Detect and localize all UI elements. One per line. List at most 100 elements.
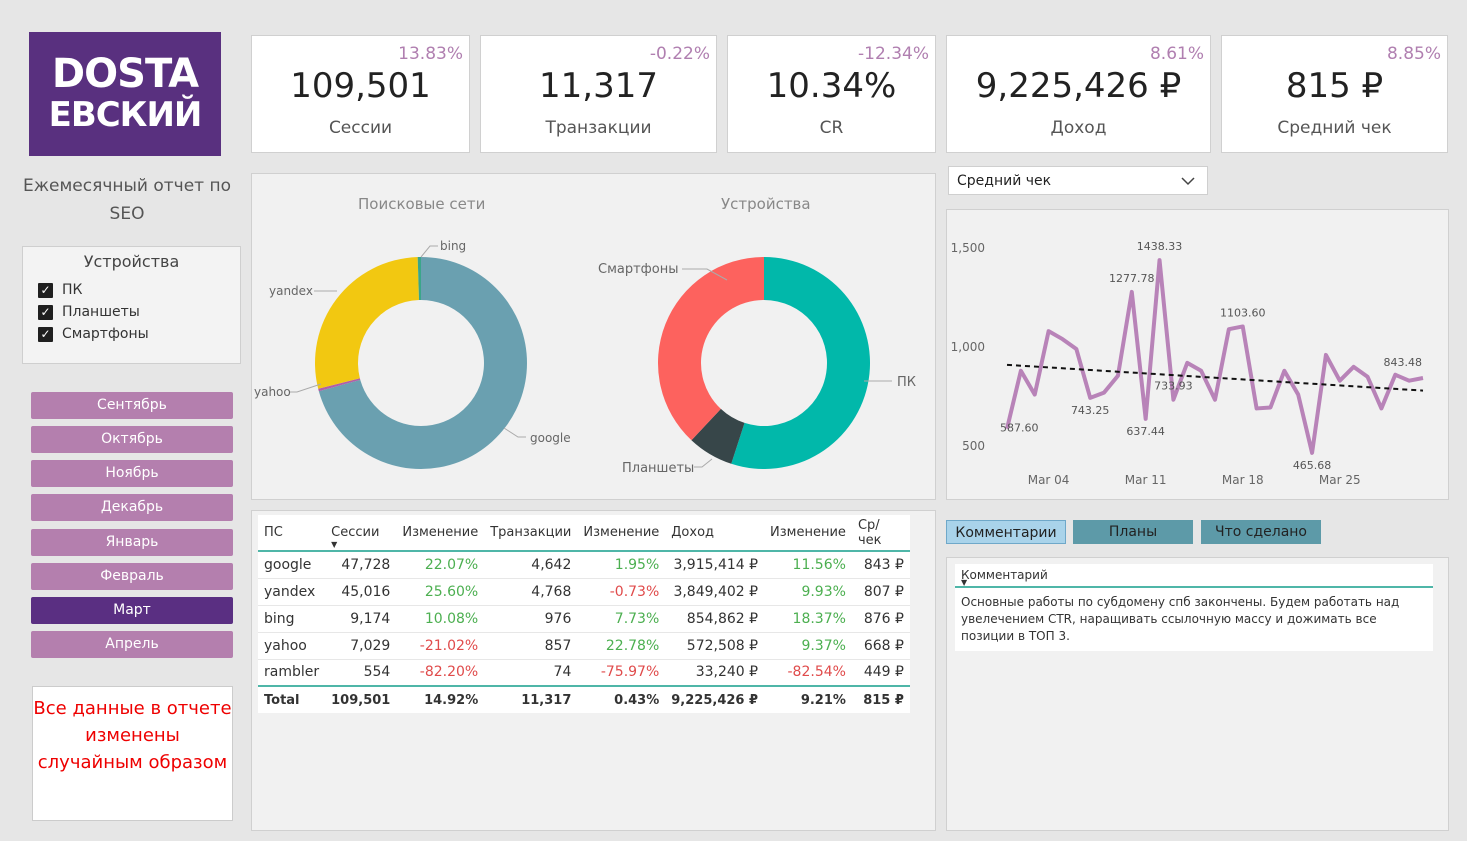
device-slicer: Устройства ✓ ПК ✓ Планшеты ✓ Смартфоны: [22, 246, 241, 364]
y-tick-label: 1,000: [951, 340, 985, 354]
cell-change: 22.07%: [396, 551, 485, 579]
col-header-transactions[interactable]: Транзакции: [484, 515, 578, 552]
donut-charts-svg: bing yandex yahoo google Смартфоны ПК Пл…: [254, 239, 916, 476]
y-tick-label: 1,500: [951, 241, 985, 255]
col-header-ps[interactable]: ПС: [258, 515, 326, 552]
table-row: yahoo 7,029 -21.02% 857 22.78% 572,508 ₽…: [258, 632, 910, 660]
col-header-sessions[interactable]: Сессии ▼: [325, 515, 397, 552]
cell-change: 9.37%: [764, 632, 852, 660]
tab-done[interactable]: Что сделано: [1201, 520, 1321, 544]
col-header-change-transactions[interactable]: Изменение: [577, 515, 666, 552]
device-option-tablets[interactable]: ✓ Планшеты: [23, 301, 240, 323]
cell-sessions: 9,174: [325, 605, 397, 633]
month-button-october[interactable]: Октябрь: [31, 426, 233, 453]
col-header-avg-check[interactable]: Ср/ чек: [851, 515, 910, 552]
kpi-card-transactions: -0.22% 11,317 Транзакции: [480, 35, 717, 153]
cell-sessions: 47,728: [325, 551, 397, 579]
data-label: 733.93: [1154, 380, 1193, 393]
month-button-december[interactable]: Декабрь: [31, 494, 233, 521]
month-button-february[interactable]: Февраль: [31, 563, 233, 590]
month-button-september[interactable]: Сентябрь: [31, 392, 233, 419]
devices-slice-Смартфоны: [658, 257, 764, 441]
cell-revenue: 854,862 ₽: [665, 605, 765, 633]
leader-line-smartphones: [682, 268, 728, 281]
checkbox-checked-icon[interactable]: ✓: [38, 326, 53, 342]
cell-change: -82.20%: [396, 659, 485, 687]
donut-search-chart: [315, 257, 527, 469]
col-header-revenue[interactable]: Доход: [665, 515, 765, 552]
logo-line2: ЕВСКИЙ: [48, 95, 203, 135]
series-line-avg-check: [1005, 258, 1424, 455]
donut-label-tablets: Планшеты: [622, 461, 694, 476]
cell-revenue: 3,915,414 ₽: [665, 551, 765, 579]
devices-slice-Планшеты: [691, 408, 745, 464]
cell-sessions: 45,016: [325, 578, 397, 606]
checkbox-checked-icon[interactable]: ✓: [38, 282, 53, 298]
cell-transactions: 74: [484, 659, 578, 687]
kpi-value: 10.34%: [766, 66, 897, 106]
report-subtitle: Ежемесячный отчет по SEO: [22, 176, 232, 224]
cell-change: 10.08%: [396, 605, 485, 633]
search-slice-google: [318, 257, 527, 469]
month-button-january[interactable]: Январь: [31, 529, 233, 556]
cell-transactions: 4,642: [484, 551, 578, 579]
cell-revenue: 3,849,402 ₽: [665, 578, 765, 606]
cell-revenue: 9,225,426 ₽: [665, 685, 765, 713]
cell-avg-check: 843 ₽: [851, 551, 910, 579]
search-slice-yandex: [315, 257, 420, 389]
data-label: 1438.33: [1137, 240, 1183, 253]
kpi-label: CR: [819, 118, 844, 138]
data-label: 843.48: [1384, 356, 1423, 369]
cell-change: 14.92%: [396, 685, 485, 713]
cell-change: 18.37%: [764, 605, 852, 633]
cell-ps: yandex: [258, 578, 326, 606]
table-row: yandex 45,016 25.60% 4,768 -0.73% 3,849,…: [258, 578, 910, 606]
cell-change: 9.21%: [764, 685, 852, 713]
cell-ps: yahoo: [258, 632, 326, 660]
donut-panel: Поисковые сети Устройства bing yandex ya…: [251, 173, 936, 500]
x-tick-label: Mar 04: [1028, 473, 1070, 487]
data-label: 743.25: [1071, 404, 1110, 417]
kpi-card-avg-check: 8.85% 815 ₽ Средний чек: [1221, 35, 1448, 153]
kpi-value: 11,317: [539, 66, 658, 106]
cell-sessions: 7,029: [325, 632, 397, 660]
kpi-card-revenue: 8.61% 9,225,426 ₽ Доход: [946, 35, 1211, 153]
cell-change: -21.02%: [396, 632, 485, 660]
col-header-change-sessions[interactable]: Изменение: [396, 515, 485, 552]
metric-dropdown[interactable]: Средний чек: [948, 166, 1208, 195]
line-chart-svg: 500 1,000 1,500 Mar 04 Mar 11 Mar 18 Mar 25 587…: [951, 240, 1424, 487]
donut-label-google: google: [530, 431, 571, 445]
y-tick-label: 500: [962, 439, 985, 453]
tab-plans[interactable]: Планы: [1073, 520, 1193, 544]
checkbox-checked-icon[interactable]: ✓: [38, 304, 53, 320]
device-option-label: ПК: [62, 282, 83, 298]
x-tick-label: Mar 11: [1125, 473, 1167, 487]
col-header-change-revenue[interactable]: Изменение: [764, 515, 852, 552]
comments-header[interactable]: Комментарий ▼: [955, 564, 1433, 588]
month-button-april[interactable]: Апрель: [31, 631, 233, 658]
donut-search-title: Поисковые сети: [358, 195, 486, 213]
donut-label-yahoo: yahoo: [254, 385, 291, 399]
kpi-label: Доход: [1050, 118, 1107, 138]
logo: DOSTA ЕВСКИЙ: [29, 32, 221, 156]
search-slice-yahoo: [318, 378, 361, 392]
data-label: 587.60: [1000, 422, 1039, 435]
data-label: 637.44: [1126, 425, 1165, 438]
device-option-pc[interactable]: ✓ ПК: [23, 279, 240, 301]
devices-slice-ПК: [731, 257, 870, 469]
kpi-delta: 13.83%: [398, 44, 463, 64]
cell-change: 1.95%: [577, 551, 666, 579]
kpi-value: 9,225,426 ₽: [975, 66, 1182, 106]
month-button-march[interactable]: Март: [31, 597, 233, 624]
comment-text: Основные работы по субдомену спб законче…: [961, 595, 1400, 643]
device-option-smartphones[interactable]: ✓ Смартфоны: [23, 323, 240, 345]
donut-devices-title: Устройства: [721, 195, 811, 213]
month-button-november[interactable]: Ноябрь: [31, 460, 233, 487]
col-header-label: Сессии: [331, 525, 380, 540]
kpi-delta: -12.34%: [858, 44, 929, 64]
table-row: rambler 554 -82.20% 74 -75.97% 33,240 ₽ …: [258, 659, 910, 687]
cell-change: -75.97%: [577, 659, 666, 687]
tab-comments[interactable]: Комментарии: [946, 520, 1066, 544]
leader-line-bing: [420, 245, 438, 258]
chevron-down-icon[interactable]: [1181, 167, 1195, 207]
